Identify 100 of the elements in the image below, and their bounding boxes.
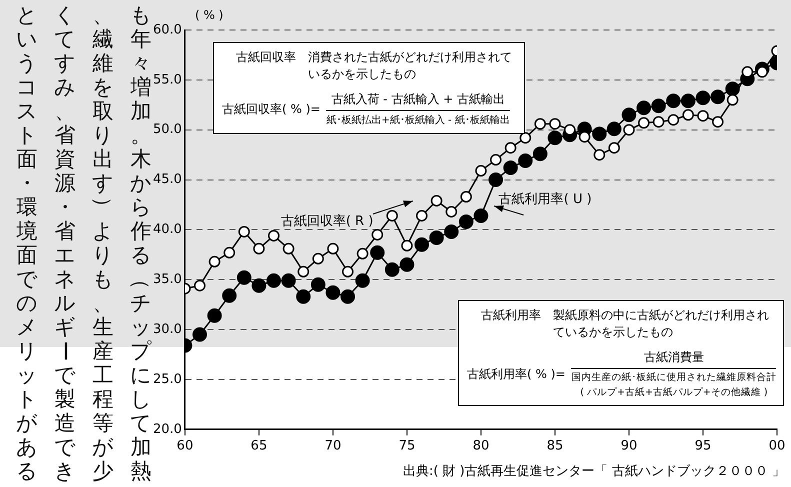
y-tick-label: 30.0 [152, 322, 182, 337]
point [384, 262, 400, 277]
annotation: 製紙原料の中に古紙がどれだけ利用されているかを示したもの [553, 307, 770, 341]
point [594, 149, 606, 161]
annotation: 古紙回収率( % )= [222, 100, 320, 118]
point [238, 226, 250, 238]
x-tick-label: 95 [694, 438, 712, 454]
annotation: 紙･板紙払出+紙･板紙輸入 - 紙･板紙輸出 [326, 114, 510, 127]
x-tick-label: 65 [250, 438, 268, 454]
series-label: 古紙利用率( U ) [498, 191, 592, 208]
x-tick-label: 85 [546, 438, 564, 454]
point [298, 266, 310, 278]
point [504, 142, 516, 154]
point [282, 242, 294, 254]
x-tick-label: 00 [768, 438, 786, 454]
point [356, 248, 368, 260]
point [327, 242, 339, 254]
point [636, 100, 652, 116]
point [666, 94, 681, 108]
y-tick-label: 45.0 [152, 172, 182, 188]
point [458, 214, 474, 229]
point [534, 118, 546, 130]
y-tick-label: 60.0 [152, 22, 182, 38]
annotation: 古紙回収率 [236, 49, 296, 66]
point [475, 165, 487, 177]
x-tick-label: 75 [398, 438, 416, 454]
y-tick-label: 40.0 [152, 222, 182, 238]
point [532, 146, 548, 162]
point [696, 90, 710, 106]
point [444, 224, 459, 239]
point [490, 154, 502, 166]
point [296, 289, 311, 304]
point [638, 117, 650, 129]
point [326, 285, 340, 300]
annotation: 古紙消費量 [571, 349, 776, 369]
point [266, 273, 282, 288]
point [342, 266, 354, 278]
point [742, 66, 754, 78]
point [564, 124, 576, 136]
point [372, 228, 384, 240]
point [592, 126, 607, 142]
point [697, 110, 709, 122]
point [652, 116, 664, 128]
point [268, 230, 280, 242]
point [310, 277, 326, 292]
point [430, 194, 442, 206]
point [355, 273, 370, 288]
point [460, 191, 472, 202]
point [370, 245, 385, 260]
point [208, 256, 220, 268]
y-tick-label: 50.0 [152, 122, 182, 138]
annotation: 古紙利用率 [481, 307, 541, 324]
y-tick-label: 25.0 [152, 372, 182, 387]
point [207, 308, 222, 323]
point [386, 210, 398, 222]
point [578, 131, 590, 143]
text: 、繊維を取り出す）よりも、生産工程等が少 [91, 3, 115, 483]
point [549, 118, 561, 130]
point [712, 116, 724, 128]
x-tick-label: 70 [324, 438, 342, 454]
point [224, 246, 236, 258]
point [518, 154, 533, 168]
series-label: 古紙回収率( R ) [280, 213, 374, 230]
point [503, 160, 518, 176]
point [253, 242, 265, 254]
point [194, 280, 206, 292]
point [192, 327, 207, 342]
point [222, 288, 237, 303]
y-tick-label: 20.0 [152, 422, 182, 437]
annotation: 古紙利用率( % )= [467, 366, 566, 382]
point [726, 94, 738, 106]
point [474, 208, 488, 223]
point [312, 252, 324, 264]
point [488, 172, 504, 188]
point [710, 90, 726, 104]
point [429, 230, 444, 245]
text: というコスト面・環境面でのメリットがある [16, 3, 38, 483]
point [668, 114, 680, 126]
point [401, 240, 413, 252]
y-axis-title: ( % ) [194, 8, 224, 22]
point [682, 109, 694, 121]
y-tick-label: 35.0 [152, 272, 182, 287]
point [756, 66, 768, 78]
point [606, 122, 622, 136]
annotation: ( パルプ+古紙+古紙パルプ+その他繊維 ) [579, 386, 769, 399]
point [414, 237, 430, 252]
point [680, 94, 696, 108]
x-tick-label: 80 [472, 438, 490, 454]
text: くてすみ、省資源・省エネルギーで製造でき [53, 3, 77, 483]
point [252, 278, 266, 293]
point [236, 270, 252, 285]
point [623, 124, 635, 136]
point [651, 98, 666, 114]
x-tick-label: 90 [620, 438, 638, 454]
source-note: 出典:( 財 )古紙再生促進センター「 古紙ハンドブック２０００ 」 [402, 463, 785, 480]
point [520, 132, 532, 144]
point [400, 257, 414, 272]
annotation: 国内生産の紙･板紙に使用された繊維原料合計 [571, 371, 776, 384]
point [446, 206, 458, 218]
point [622, 108, 636, 122]
